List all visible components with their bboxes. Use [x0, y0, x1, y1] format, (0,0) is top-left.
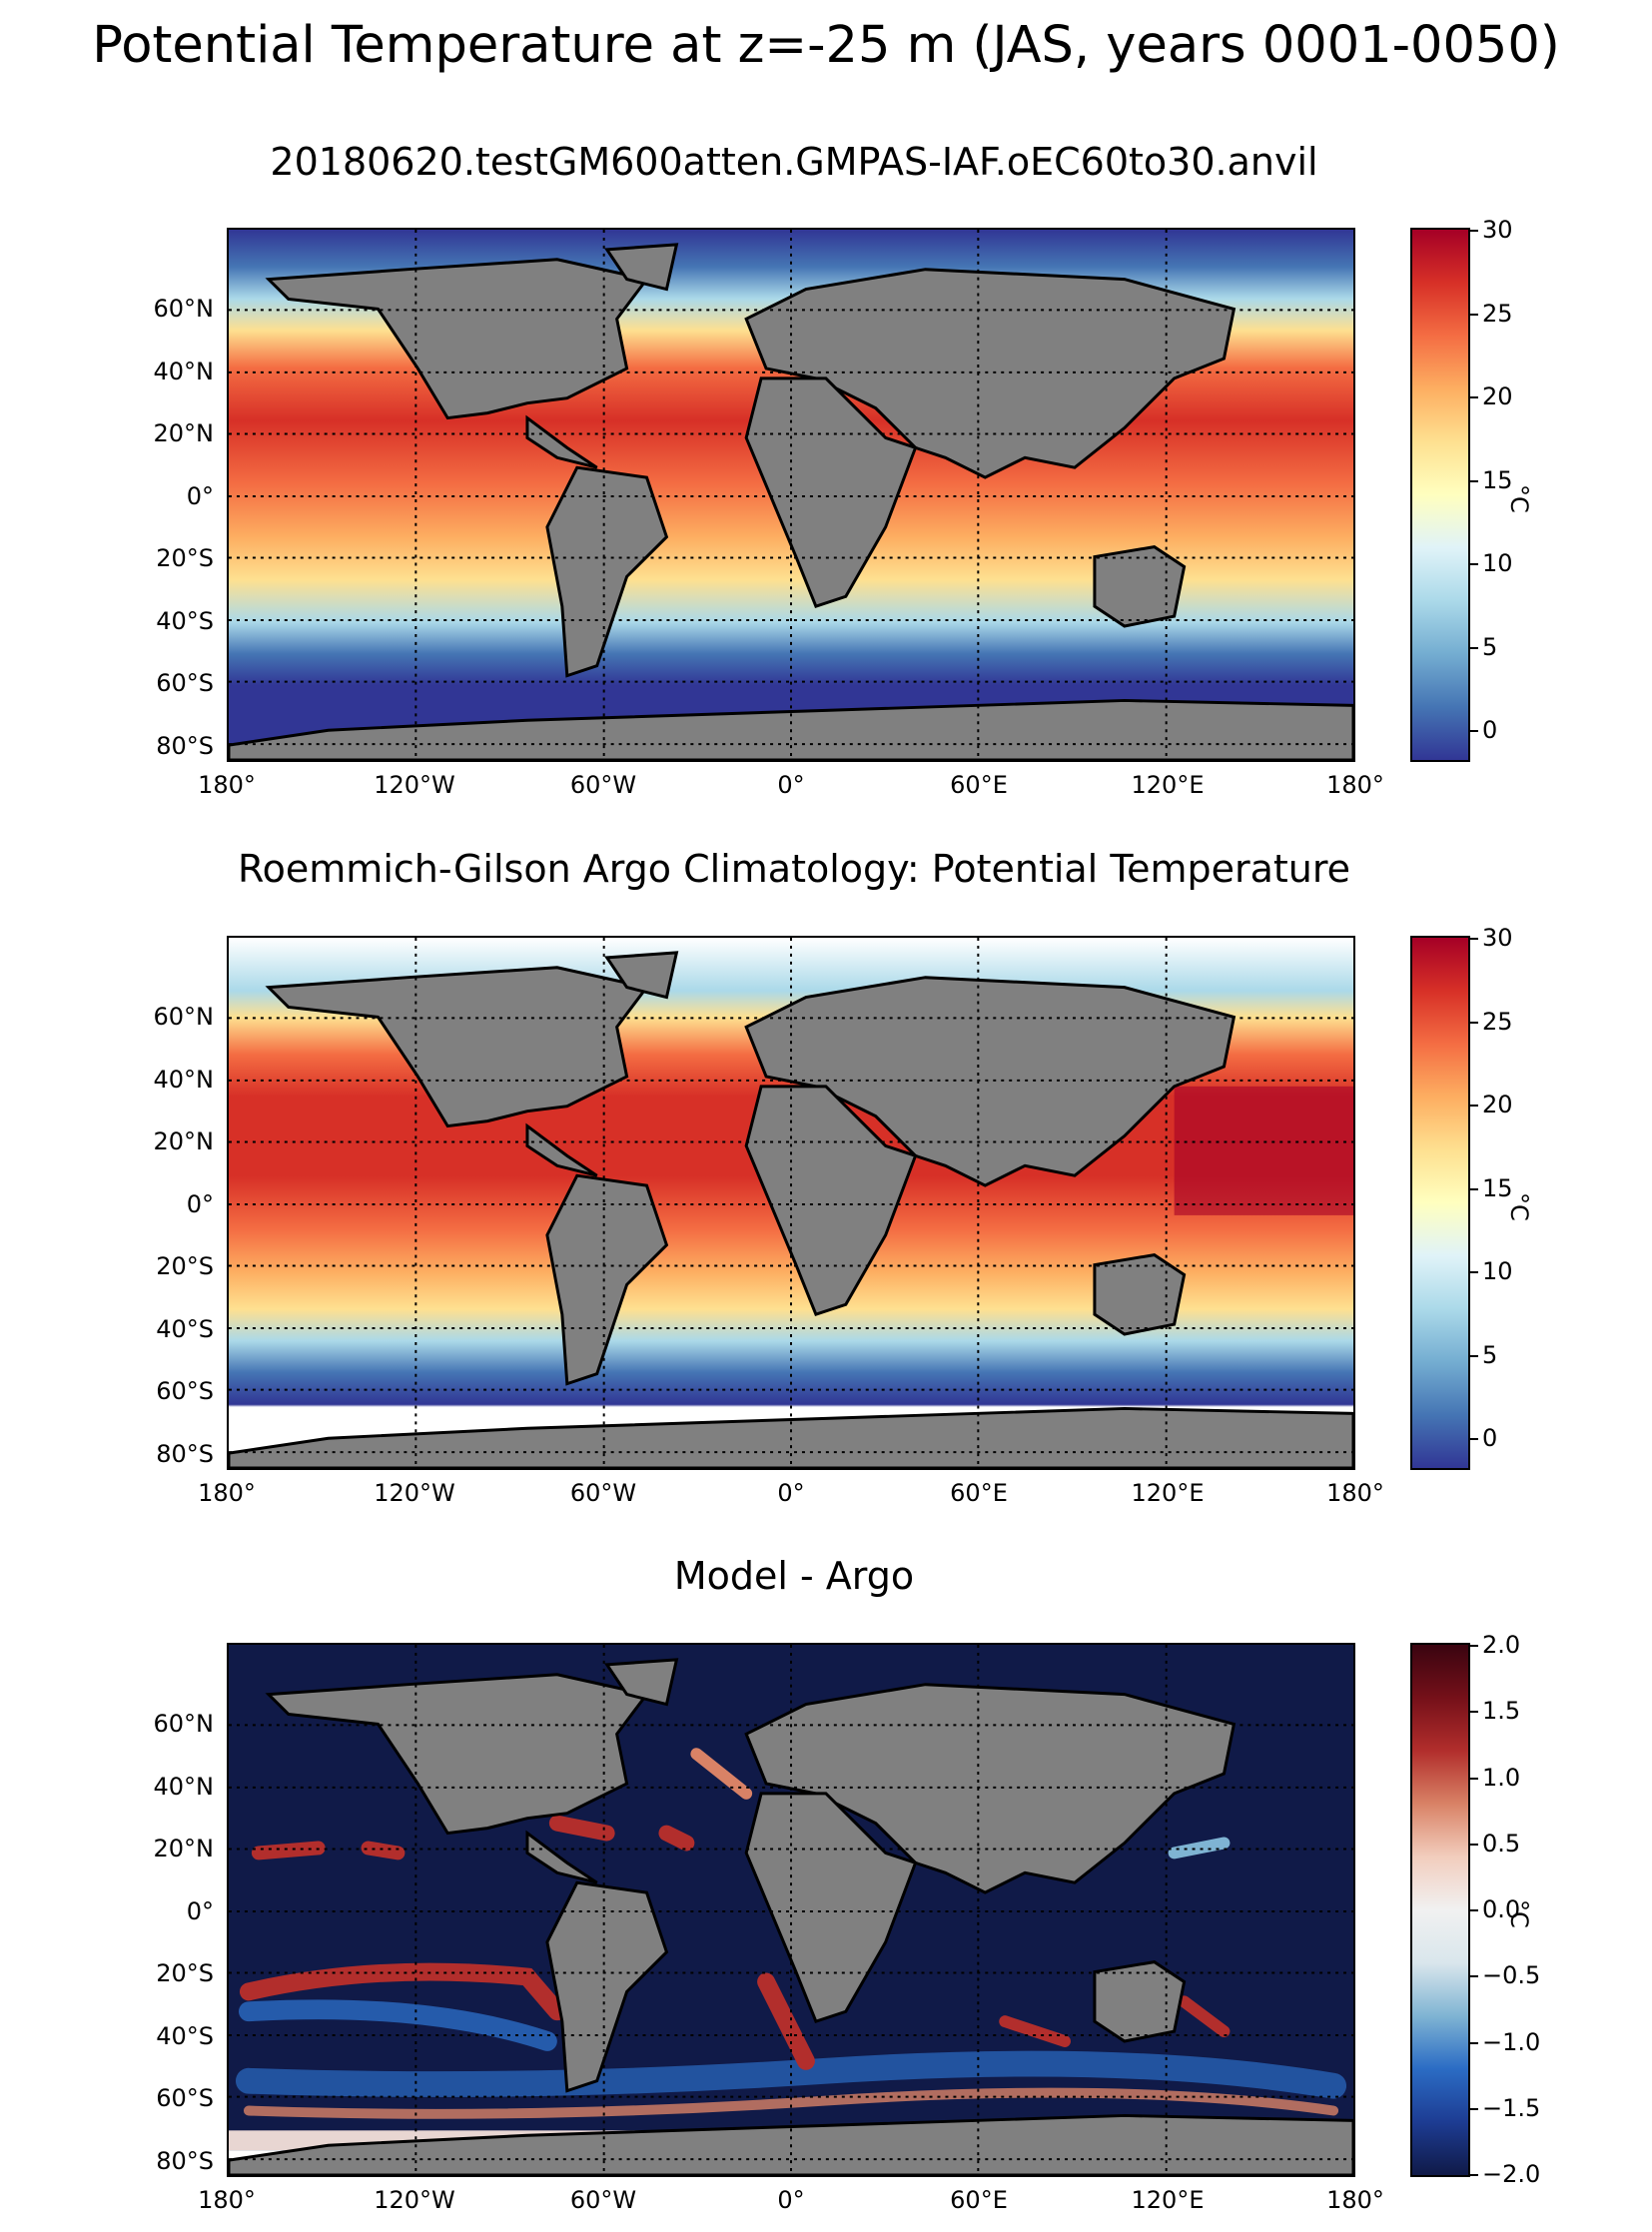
lon-tick: 120°W [374, 2186, 455, 2214]
colorbar-tick: 0 [1469, 1424, 1498, 1452]
lon-tick: 60°E [950, 771, 1008, 799]
lat-tick: 60°N [153, 1710, 215, 1738]
panel-1-map [227, 228, 1355, 762]
lon-tick: 60°W [569, 1479, 637, 1507]
colorbar-tick: 1.5 [1469, 1697, 1521, 1725]
lat-tick: 20°S [156, 1959, 214, 1987]
panel-3-map [227, 1643, 1355, 2177]
lat-tick: 80°S [156, 2147, 214, 2175]
colorbar-label: °C [1505, 1899, 1533, 1928]
colorbar-label: °C [1505, 1192, 1533, 1221]
panel-2-title: Roemmich-Gilson Argo Climatology: Potent… [237, 847, 1351, 891]
lat-tick: 40°S [156, 607, 214, 635]
figure-title: Potential Temperature at z=-25 m (JAS, y… [92, 16, 1560, 75]
lat-lon-grid [229, 938, 1353, 1468]
colorbar-tick: 2.0 [1469, 1631, 1521, 1659]
lon-tick: 180° [1326, 2186, 1384, 2214]
land-masses [229, 1658, 1353, 2175]
lon-tick: 180° [198, 771, 256, 799]
lat-tick: 40°N [153, 1773, 215, 1801]
panel-3-colorbar [1410, 1643, 1470, 2177]
colorbar-label: °C [1505, 484, 1533, 513]
lon-tick: 60°E [950, 2186, 1008, 2214]
colorbar-tick: 5 [1469, 1341, 1498, 1369]
lat-tick: 60°S [156, 1377, 214, 1405]
lat-lon-grid [229, 1645, 1353, 2175]
lon-tick: 180° [198, 2186, 256, 2214]
lon-tick: 0° [777, 771, 805, 799]
lat-tick: 0° [186, 1190, 214, 1218]
colorbar-tick: 10 [1470, 1257, 1513, 1285]
lon-tick: 120°W [374, 1479, 455, 1507]
panel-2-field [229, 938, 1353, 1468]
lat-tick: 20°N [153, 1127, 215, 1155]
panel-2-colorbar [1410, 936, 1470, 1470]
lon-tick: 0° [777, 1479, 805, 1507]
panel-1-field [229, 230, 1353, 760]
colorbar-tick: −0.5 [1469, 1961, 1541, 1989]
lat-tick: 60°N [153, 295, 215, 323]
lat-tick: 0° [186, 482, 214, 510]
lon-tick: 120°E [1131, 771, 1205, 799]
colorbar-tick: −1.5 [1469, 2094, 1541, 2122]
panel-3-title: Model - Argo [673, 1554, 915, 1598]
colorbar-tick: 0.0 [1469, 1895, 1521, 1923]
lon-tick: 180° [198, 1479, 256, 1507]
lon-tick: 120°W [374, 771, 455, 799]
lat-tick: 20°N [153, 1835, 215, 1862]
lon-tick: 120°E [1131, 2186, 1205, 2214]
colorbar-tick: 20 [1470, 1091, 1513, 1118]
lat-tick: 0° [186, 1897, 214, 1925]
lon-tick: 180° [1326, 1479, 1384, 1507]
difference-anomalies [235, 1748, 1347, 2119]
panel-2-map [227, 936, 1355, 1470]
colorbar-tick: 15 [1470, 466, 1513, 494]
lat-tick: 20°N [153, 419, 215, 447]
lat-tick: 40°S [156, 1315, 214, 1343]
panel-3-field [229, 1645, 1353, 2175]
lon-tick: 120°E [1131, 1479, 1205, 1507]
lat-tick: 40°S [156, 2022, 214, 2050]
lat-tick: 20°S [156, 544, 214, 572]
colorbar-tick: −1.0 [1469, 2028, 1541, 2056]
lon-tick: 60°W [569, 771, 637, 799]
lat-tick: 60°S [156, 2084, 214, 2112]
colorbar-tick: 30 [1470, 216, 1513, 244]
colorbar-tick: 0 [1469, 716, 1498, 744]
lat-tick: 40°N [153, 1066, 215, 1094]
land-masses [229, 243, 1353, 760]
lon-tick: 60°W [569, 2186, 637, 2214]
lat-tick: 40°N [153, 358, 215, 385]
colorbar-tick: 15 [1470, 1174, 1513, 1202]
colorbar-tick: 20 [1470, 382, 1513, 410]
lon-tick: 60°E [950, 1479, 1008, 1507]
lon-tick: 180° [1326, 771, 1384, 799]
lat-tick: 80°S [156, 732, 214, 760]
colorbar-tick: 25 [1470, 1008, 1513, 1036]
colorbar-tick: 10 [1470, 549, 1513, 577]
lat-lon-grid [229, 230, 1353, 760]
lon-tick: 0° [777, 2186, 805, 2214]
colorbar-tick: 0.5 [1469, 1830, 1521, 1858]
colorbar-tick: 5 [1469, 633, 1498, 661]
lat-tick: 60°N [153, 1003, 215, 1031]
colorbar-tick: 25 [1470, 300, 1513, 328]
colorbar-tick: 1.0 [1469, 1764, 1521, 1792]
lat-tick: 60°S [156, 669, 214, 697]
lat-tick: 20°S [156, 1252, 214, 1280]
colorbar-tick: 30 [1470, 924, 1513, 952]
colorbar-tick: −2.0 [1469, 2160, 1541, 2188]
panel-1-title: 20180620.testGM600atten.GMPAS-IAF.oEC60t… [270, 140, 1318, 184]
lat-tick: 80°S [156, 1440, 214, 1468]
panel-1-colorbar [1410, 228, 1470, 762]
